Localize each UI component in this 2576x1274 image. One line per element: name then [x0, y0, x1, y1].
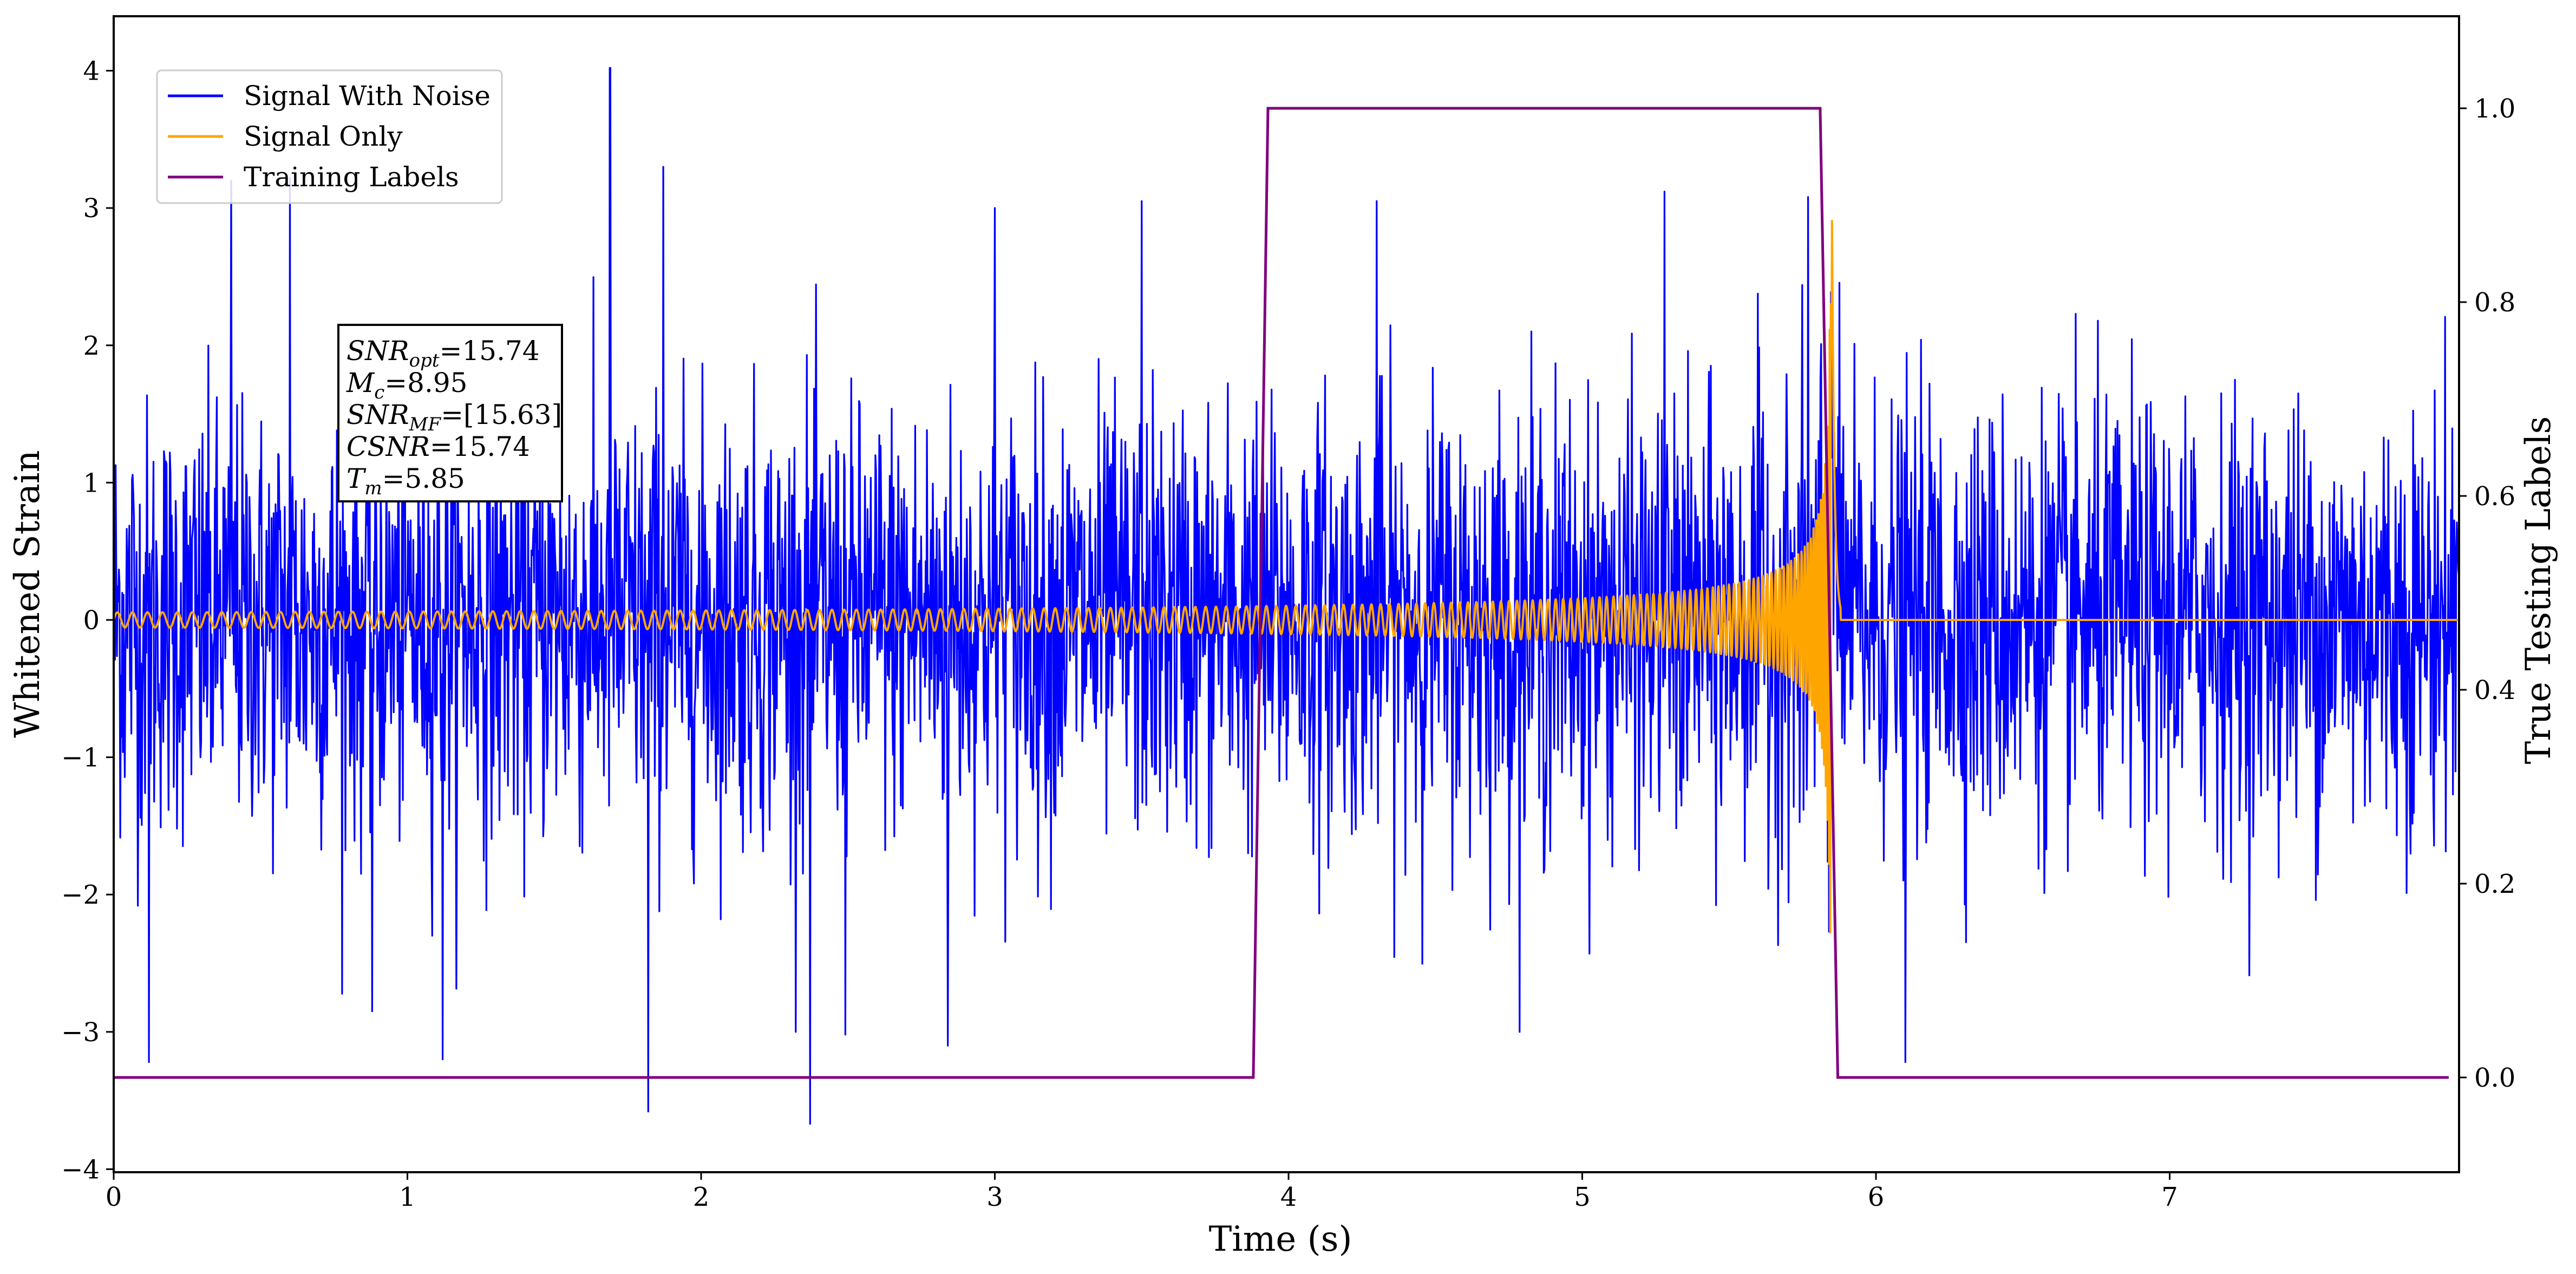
signal-only-line [114, 219, 2459, 934]
y-tick-label: 3 [83, 193, 100, 224]
x-tick-label: 4 [1280, 1182, 1297, 1212]
plot-area [114, 67, 2459, 1125]
y-tick-label: 0 [83, 605, 100, 636]
y-tick-label: −1 [61, 743, 100, 773]
legend-label: Signal With Noise [244, 80, 491, 112]
y-axis-title: Whitened Strain [8, 450, 48, 737]
y-tick-label: 1 [83, 468, 100, 498]
x-tick-label: 5 [1574, 1182, 1591, 1212]
y2-tick-label: 0.4 [2474, 675, 2515, 705]
annotation-line: Mc=8.95 [346, 367, 467, 403]
legend-label: Signal Only [244, 121, 403, 152]
stats-annotation: SNRopt=15.74Mc=8.95SNRMF=[15.63]CSNR=15.… [337, 324, 563, 502]
training-labels-line [114, 107, 2449, 1079]
y-tick-label: −4 [61, 1154, 100, 1185]
series-signal-only [114, 219, 2459, 934]
x-tick-label: 2 [693, 1182, 710, 1212]
y-tick-label: 2 [83, 331, 100, 361]
x-tick-label: 3 [986, 1182, 1003, 1212]
y2-tick-label: 0.8 [2474, 288, 2515, 318]
y-tick-label: −2 [61, 880, 100, 910]
x-tick-label: 0 [106, 1182, 122, 1212]
x-tick-label: 7 [2161, 1182, 2178, 1212]
x-axis: 0 1 2 3 4 5 6 7 [106, 1172, 2178, 1212]
y-axis-left: 4 3 2 1 0 −1 −2 −3 −4 [61, 56, 114, 1185]
plot-frame [113, 15, 2460, 1173]
y-axis-right: 1.0 0.8 0.6 0.4 0.2 0.0 [2459, 94, 2515, 1093]
series-signal-with-noise [114, 67, 2459, 1125]
legend-label: Training Labels [244, 161, 459, 193]
legend: Signal With Noise Signal Only Training Lab… [156, 69, 503, 204]
annotation-line: SNRMF=[15.63] [346, 399, 562, 435]
y2-tick-label: 0.2 [2474, 869, 2515, 899]
x-tick-label: 1 [399, 1182, 416, 1212]
x-tick-label: 6 [1868, 1182, 1885, 1212]
signal-with-noise-line [114, 67, 2459, 1125]
legend-box [156, 69, 503, 204]
y2-tick-label: 1.0 [2474, 94, 2515, 124]
series-training-labels [114, 107, 2449, 1079]
y-tick-label: 4 [83, 56, 100, 87]
y2-tick-label: 0.0 [2474, 1063, 2515, 1093]
y2-tick-label: 0.6 [2474, 481, 2515, 512]
annotation-line: Tm=5.85 [346, 463, 465, 499]
y-tick-label: −3 [61, 1017, 100, 1048]
annotation-box [337, 324, 563, 502]
annotation-line: CSNR=15.74 [346, 431, 530, 462]
x-axis-title: Time (s) [1209, 1219, 1352, 1259]
annotation-line: SNRopt=15.74 [346, 335, 540, 371]
y2-axis-title: True Testing Labels [2519, 416, 2559, 765]
